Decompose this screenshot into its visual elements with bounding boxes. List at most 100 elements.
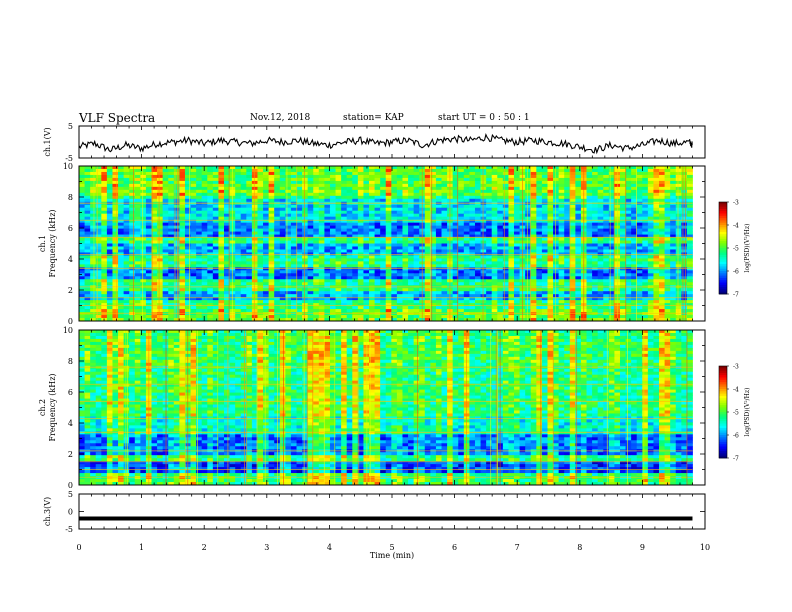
ch1-spec-cell	[251, 288, 258, 292]
ch1-spec-cell	[608, 297, 615, 301]
ch1-spec-cell	[268, 231, 275, 235]
ch1-spec-cell	[224, 267, 230, 271]
ch1-spec-cell	[324, 210, 331, 215]
ch1-spec-cell	[324, 249, 331, 253]
ch1-spec-cell	[279, 249, 286, 253]
ch1-spec-cell	[474, 288, 481, 292]
ch1-spec-cell	[201, 237, 208, 241]
ch1-spec-cell	[558, 288, 565, 292]
ch1-spec-cell	[592, 234, 599, 238]
ch1-spec-cell	[525, 297, 532, 301]
ch1-spec-cell	[486, 189, 493, 194]
ch1-spec-cell	[647, 294, 654, 298]
ch1-spec-cell	[441, 183, 448, 188]
ch1-spec-cell	[157, 234, 164, 238]
ch1-spec-cell	[653, 180, 660, 185]
ch1-spec-cell	[251, 255, 258, 259]
ch1-spec-cell	[106, 288, 113, 292]
ch1-spec-cell	[681, 234, 688, 238]
ch1-spec-cell	[659, 225, 665, 229]
ch1-spec-cell	[184, 225, 191, 229]
ch1-spec-cell	[553, 189, 560, 194]
ch1-spec-cell	[335, 189, 342, 194]
ch1-spec-cell	[659, 288, 665, 292]
ch1-spec-cell	[525, 222, 532, 227]
ch1-spec-cell	[313, 180, 320, 185]
ch1-spec-cell	[341, 213, 348, 218]
ch1-spec-cell	[341, 282, 348, 286]
ch1-spec-cell	[586, 237, 593, 241]
ch1-spec-cell	[480, 288, 487, 292]
ch1-spec-cell	[212, 288, 219, 292]
ch1-spec-cell	[352, 207, 359, 212]
ch1-spec-cell	[642, 258, 649, 262]
ch1-spec-cell	[391, 166, 398, 170]
ch1-spec-cell	[235, 231, 242, 235]
ch1-spec-cell	[235, 198, 242, 203]
ch1-spec-cell	[480, 180, 487, 185]
ch1-spec-cell	[408, 234, 415, 238]
ch1-spec-cell	[329, 273, 336, 277]
ch1-spec-cell	[274, 258, 281, 262]
ch1-spec-cell	[530, 273, 537, 277]
ch1-spec-cell	[145, 234, 152, 238]
ch1-spec-cell	[257, 270, 264, 274]
ch1-spec-cell	[95, 207, 102, 212]
ch1-spec-cell	[396, 213, 403, 218]
ch1-spec-cell	[335, 294, 342, 298]
ch1-spec-cell	[458, 246, 465, 250]
ch1-spec-cell	[313, 243, 320, 247]
ch1-spec-cell	[653, 243, 660, 247]
ch1-spec-cell	[224, 171, 230, 176]
ch1-spec-cell	[274, 243, 281, 247]
ch1-spec-cell	[675, 279, 682, 283]
ch1-spec-cell	[441, 177, 448, 182]
ch1-spec-cell	[84, 213, 91, 218]
ch1-spec-cell	[285, 246, 292, 250]
ch1-spec-cell	[268, 204, 275, 209]
ch1-spec-cell	[118, 234, 125, 238]
ch1-spec-cell	[374, 168, 381, 173]
ch1-spec-cell	[631, 240, 638, 244]
ch1-spec-cell	[346, 198, 353, 203]
ch1-spec-cell	[625, 168, 632, 173]
ch1-spec-cell	[134, 204, 141, 209]
ch1-spec-cell	[112, 204, 119, 209]
ch1-spec-cell	[246, 174, 253, 179]
ch1-spec-cell	[352, 225, 359, 229]
ch1-spec-cell	[469, 186, 476, 191]
ch1-spec-cell	[491, 228, 498, 232]
ch1-spec-cell	[212, 255, 219, 259]
ch1-spec-cell	[374, 297, 381, 301]
ch1-spec-cell	[424, 216, 431, 221]
ch1-spec-cell	[625, 282, 632, 286]
ch1-spec-cell	[463, 279, 470, 283]
ch1-spec-cell	[307, 246, 314, 250]
ch1-spec-cell	[659, 183, 665, 188]
ch1-spec-cell	[391, 258, 398, 262]
ch1-spec-cell	[413, 255, 420, 259]
ch1-spec-cell	[145, 204, 152, 209]
ch1-spec-cell	[173, 255, 180, 259]
ch1-spec-cell	[79, 183, 85, 188]
ch1-spec-cell	[168, 228, 175, 232]
ch1-spec-cell	[547, 267, 554, 271]
ch1-spec-cell	[575, 180, 582, 185]
ch1-spec-cell	[118, 186, 125, 191]
ch1-spec-cell	[642, 204, 649, 209]
ch1-spec-cell	[514, 192, 520, 197]
ch1-spec-cell	[95, 297, 102, 301]
ch1-spec-cell	[491, 222, 498, 227]
ch1-spec-cell	[536, 246, 543, 250]
ch1-spec-cell	[430, 189, 437, 194]
ch1-spec-cell	[452, 231, 459, 235]
ch1-spec-cell	[290, 279, 297, 283]
ch1-spec-cell	[659, 216, 665, 221]
ch1-spec-cell	[391, 210, 398, 215]
ch1-spec-cell	[106, 219, 113, 224]
ch1-spec-cell	[586, 222, 593, 227]
ch1-spec-cell	[352, 231, 359, 235]
ch1-spec-cell	[525, 231, 532, 235]
ch1-spec-cell	[675, 276, 682, 280]
ch1-spec-cell	[385, 261, 392, 265]
